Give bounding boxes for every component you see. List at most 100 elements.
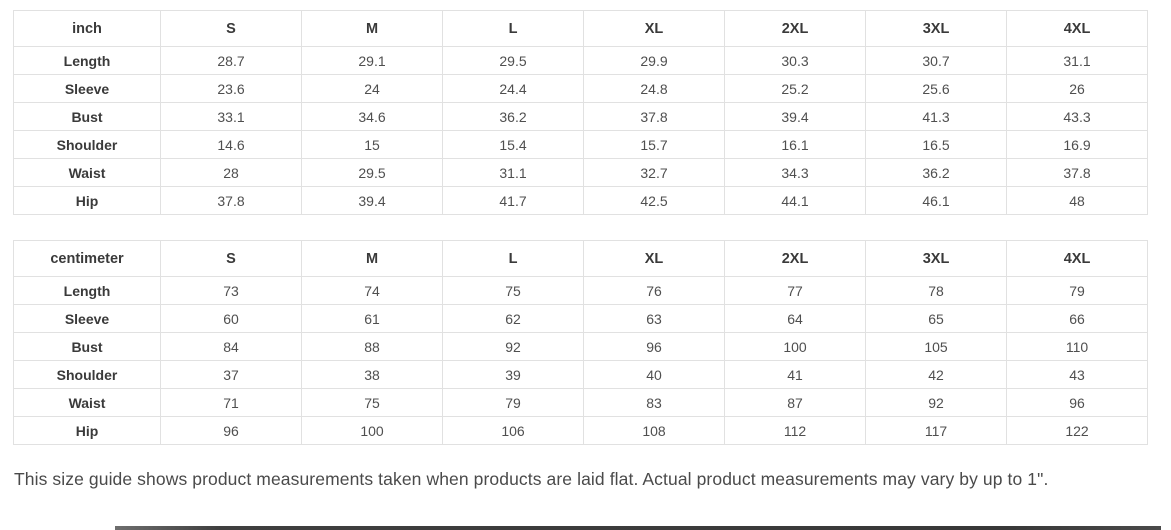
measurement-label: Waist xyxy=(13,158,161,187)
measurement-value: 46.1 xyxy=(865,186,1007,215)
measurement-value: 38 xyxy=(301,360,443,389)
measurement-value: 96 xyxy=(1006,388,1148,417)
size-column-header: 3XL xyxy=(865,10,1007,47)
measurement-row: Hip 96 100 106 108 112 117 122 xyxy=(13,416,1148,445)
size-table-centimeter: centimeter S M L XL 2XL 3XL 4XL Length 73 74 75 76 77… xyxy=(13,240,1148,445)
measurement-row: Shoulder 37 38 39 40 41 42 43 xyxy=(13,360,1148,389)
measurement-value: 41 xyxy=(724,360,866,389)
measurement-value: 74 xyxy=(301,276,443,305)
measurement-value: 76 xyxy=(583,276,725,305)
size-column-header: M xyxy=(301,240,443,277)
measurement-value: 15.4 xyxy=(442,130,584,159)
measurement-value: 32.7 xyxy=(583,158,725,187)
measurement-value: 60 xyxy=(160,304,302,333)
size-column-header: XL xyxy=(583,10,725,47)
measurement-value: 39.4 xyxy=(301,186,443,215)
measurement-value: 30.3 xyxy=(724,46,866,75)
measurement-row: Length 73 74 75 76 77 78 79 xyxy=(13,276,1148,305)
measurement-row: Waist 28 29.5 31.1 32.7 34.3 36.2 37.8 xyxy=(13,158,1148,187)
measurement-label: Hip xyxy=(13,186,161,215)
measurement-value: 92 xyxy=(442,332,584,361)
size-column-header: L xyxy=(442,10,584,47)
measurement-value: 30.7 xyxy=(865,46,1007,75)
measurement-value: 16.5 xyxy=(865,130,1007,159)
size-column-header: 4XL xyxy=(1006,10,1148,47)
size-table-inch: inch S M L XL 2XL 3XL 4XL Length 28.7 29.1 29.5 29.9… xyxy=(13,10,1148,215)
measurement-value: 25.2 xyxy=(724,74,866,103)
size-column-header: 2XL xyxy=(724,240,866,277)
measurement-value: 48 xyxy=(1006,186,1148,215)
size-column-header: XL xyxy=(583,240,725,277)
measurement-value: 96 xyxy=(583,332,725,361)
measurement-value: 43.3 xyxy=(1006,102,1148,131)
measurement-value: 75 xyxy=(442,276,584,305)
measurement-value: 24 xyxy=(301,74,443,103)
measurement-row: Bust 84 88 92 96 100 105 110 xyxy=(13,332,1148,361)
measurement-label: Shoulder xyxy=(13,130,161,159)
measurement-value: 24.4 xyxy=(442,74,584,103)
measurement-value: 66 xyxy=(1006,304,1148,333)
unit-header-cell: inch xyxy=(13,10,161,47)
measurement-value: 88 xyxy=(301,332,443,361)
measurement-value: 36.2 xyxy=(442,102,584,131)
measurement-value: 28.7 xyxy=(160,46,302,75)
measurement-value: 39 xyxy=(442,360,584,389)
size-column-header: S xyxy=(160,240,302,277)
measurement-value: 14.6 xyxy=(160,130,302,159)
measurement-value: 31.1 xyxy=(442,158,584,187)
measurement-value: 29.1 xyxy=(301,46,443,75)
measurement-value: 37 xyxy=(160,360,302,389)
measurement-value: 15 xyxy=(301,130,443,159)
measurement-value: 84 xyxy=(160,332,302,361)
measurement-value: 39.4 xyxy=(724,102,866,131)
measurement-value: 16.9 xyxy=(1006,130,1148,159)
measurement-value: 29.9 xyxy=(583,46,725,75)
measurement-label: Waist xyxy=(13,388,161,417)
size-column-header: S xyxy=(160,10,302,47)
measurement-value: 43 xyxy=(1006,360,1148,389)
measurement-label: Bust xyxy=(13,332,161,361)
measurement-value: 79 xyxy=(1006,276,1148,305)
measurement-label: Sleeve xyxy=(13,74,161,103)
size-column-header: 2XL xyxy=(724,10,866,47)
measurement-value: 96 xyxy=(160,416,302,445)
measurement-value: 106 xyxy=(442,416,584,445)
measurement-value: 23.6 xyxy=(160,74,302,103)
size-guide: inch S M L XL 2XL 3XL 4XL Length 28.7 29.1 29.5 29.9… xyxy=(13,10,1148,489)
measurement-row: Hip 37.8 39.4 41.7 42.5 44.1 46.1 48 xyxy=(13,186,1148,215)
measurement-value: 92 xyxy=(865,388,1007,417)
measurement-value: 122 xyxy=(1006,416,1148,445)
measurement-value: 62 xyxy=(442,304,584,333)
measurement-row: Waist 71 75 79 83 87 92 96 xyxy=(13,388,1148,417)
measurement-value: 100 xyxy=(301,416,443,445)
measurement-value: 28 xyxy=(160,158,302,187)
measurement-label: Length xyxy=(13,46,161,75)
measurement-value: 37.8 xyxy=(160,186,302,215)
measurement-row: Bust 33.1 34.6 36.2 37.8 39.4 41.3 43.3 xyxy=(13,102,1148,131)
measurement-value: 44.1 xyxy=(724,186,866,215)
measurement-value: 16.1 xyxy=(724,130,866,159)
measurement-value: 79 xyxy=(442,388,584,417)
measurement-value: 41.7 xyxy=(442,186,584,215)
measurement-value: 40 xyxy=(583,360,725,389)
size-column-header: M xyxy=(301,10,443,47)
measurement-value: 15.7 xyxy=(583,130,725,159)
size-table-header-row: centimeter S M L XL 2XL 3XL 4XL xyxy=(13,240,1148,277)
measurement-value: 29.5 xyxy=(301,158,443,187)
measurement-value: 42.5 xyxy=(583,186,725,215)
measurement-value: 77 xyxy=(724,276,866,305)
measurement-value: 36.2 xyxy=(865,158,1007,187)
measurement-value: 75 xyxy=(301,388,443,417)
measurement-value: 33.1 xyxy=(160,102,302,131)
size-column-header: 3XL xyxy=(865,240,1007,277)
measurement-value: 37.8 xyxy=(1006,158,1148,187)
measurement-label: Length xyxy=(13,276,161,305)
measurement-label: Sleeve xyxy=(13,304,161,333)
measurement-value: 26 xyxy=(1006,74,1148,103)
measurement-value: 25.6 xyxy=(865,74,1007,103)
measurement-value: 61 xyxy=(301,304,443,333)
measurement-value: 41.3 xyxy=(865,102,1007,131)
measurement-value: 71 xyxy=(160,388,302,417)
measurement-value: 24.8 xyxy=(583,74,725,103)
size-table-header-row: inch S M L XL 2XL 3XL 4XL xyxy=(13,10,1148,47)
